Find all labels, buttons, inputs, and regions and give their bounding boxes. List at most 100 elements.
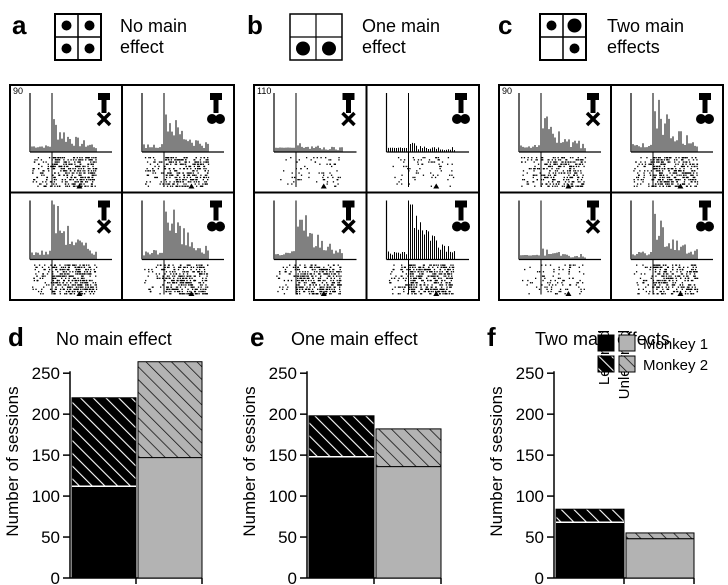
raster-spike [642, 279, 645, 282]
raster-spike [540, 179, 543, 181]
raster-spike [85, 181, 87, 183]
raster-spike [403, 165, 405, 168]
raster-spike [205, 159, 207, 161]
raster-spike [667, 288, 670, 290]
raster-spike [431, 284, 433, 286]
raster-spike [671, 293, 674, 295]
stimulus-shape-icon [585, 93, 601, 127]
raster-spike [414, 266, 416, 268]
raster-spike [85, 157, 87, 159]
raster-spike [670, 181, 673, 183]
raster-spike [680, 286, 683, 288]
raster-spike [179, 176, 181, 179]
raster-spike [544, 163, 546, 165]
raster-spike [578, 286, 580, 288]
raster-spike [427, 275, 429, 277]
raster-spike [404, 279, 407, 282]
raster-spike [35, 273, 37, 275]
raster-spike [56, 161, 59, 163]
stimulus-shape-icon [585, 200, 601, 234]
raster-spike [304, 273, 307, 275]
panel-title-a-line2: effect [120, 37, 164, 57]
raster-spike [662, 174, 665, 176]
raster-spike [191, 288, 194, 290]
raster-spike [390, 273, 392, 275]
raster-spike [671, 268, 674, 271]
raster-spike [296, 279, 299, 282]
raster-spike [184, 286, 187, 288]
raster-spike [179, 266, 181, 268]
raster-spike [207, 161, 209, 163]
raster-spike [649, 268, 651, 271]
raster-spike [553, 163, 555, 165]
raster-spike [437, 282, 439, 284]
bar-learned-monkey1 [555, 521, 625, 579]
raster-spike [656, 168, 658, 170]
raster-spike [65, 293, 68, 295]
raster-spike [203, 161, 205, 163]
raster-spike [196, 176, 198, 179]
raster-spike [642, 181, 644, 183]
raster-spike [36, 275, 38, 277]
raster-spike [59, 275, 61, 277]
raster-spike [658, 282, 660, 284]
raster-spike [451, 284, 453, 286]
raster-spike [430, 161, 432, 163]
raster-spike [171, 185, 174, 187]
raster-spike [79, 284, 81, 286]
raster-spike [298, 159, 300, 161]
raster-spike [164, 179, 167, 181]
raster-spike [330, 159, 332, 161]
raster-spike [441, 161, 444, 163]
raster-spike [642, 288, 644, 290]
raster-spike [448, 284, 450, 286]
raster-spike [87, 176, 89, 179]
raster-spike [660, 290, 662, 293]
raster-spike [564, 163, 567, 165]
raster-spike [62, 282, 64, 284]
raster-spike [174, 288, 176, 290]
raster-spike [77, 271, 80, 273]
raster-spike [445, 284, 448, 286]
raster-spike [77, 268, 80, 271]
raster-spike [673, 176, 676, 179]
raster-spike [328, 293, 331, 295]
raster-spike [338, 293, 340, 295]
raster-spike [316, 266, 318, 268]
raster-spike [696, 159, 698, 161]
raster-spike [63, 271, 65, 273]
raster-spike [399, 293, 401, 295]
raster-spike [188, 165, 190, 168]
raster-spike [81, 157, 83, 159]
raster-spike [68, 163, 70, 165]
raster-spike [190, 275, 192, 277]
raster-spike [659, 157, 661, 159]
raster-spike [179, 293, 182, 295]
raster-spike [576, 174, 578, 176]
raster-spike [197, 286, 200, 288]
raster-spike [566, 288, 569, 290]
raster-spike [72, 275, 74, 277]
raster-spike [165, 176, 168, 179]
raster-spike [309, 266, 311, 268]
raster-spike [644, 161, 646, 163]
y-tick-label: 0 [51, 569, 60, 585]
raster-spike [656, 286, 658, 288]
raster-spike [199, 282, 202, 284]
raster-spike [672, 172, 674, 174]
raster-spike [669, 179, 671, 181]
raster-spike [199, 163, 202, 165]
raster-spike [189, 264, 191, 266]
raster-spike [648, 293, 650, 295]
raster-spike [452, 293, 454, 295]
raster-spike [93, 172, 96, 174]
raster-spike [688, 161, 691, 163]
raster-spike [206, 293, 208, 295]
raster-spike [323, 286, 325, 288]
raster-spike [164, 273, 166, 275]
raster-spike [666, 174, 668, 176]
raster-spike [638, 174, 640, 176]
raster-spike [679, 179, 681, 181]
raster-spike [43, 174, 45, 176]
raster-spike [582, 174, 584, 176]
